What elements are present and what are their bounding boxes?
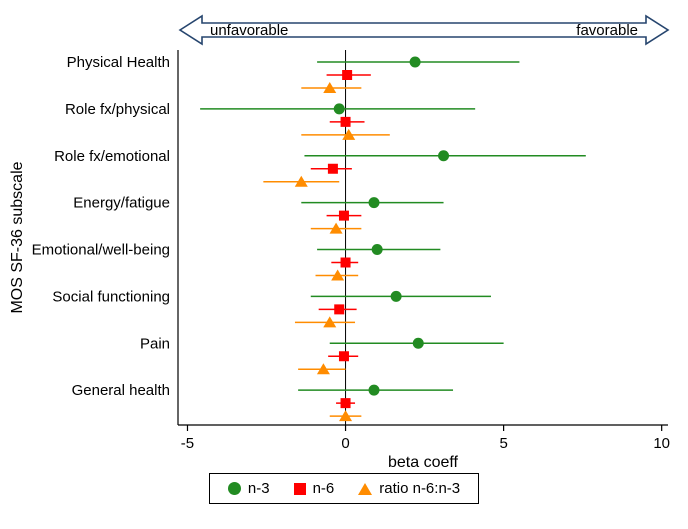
- legend-label-n3: n-3: [247, 480, 270, 497]
- y-axis-title: MOS SF-36 subscale: [9, 161, 26, 313]
- point-ratio: [316, 363, 330, 375]
- point-ratio: [323, 316, 337, 328]
- x-tick-label: 10: [653, 435, 670, 452]
- point-n3: [368, 197, 380, 209]
- point-ratio: [323, 82, 337, 93]
- point-ratio: [331, 269, 345, 281]
- ratio-triangle-icon: [358, 482, 373, 495]
- legend-item-ratio: ratio n-6:n-3: [358, 480, 460, 497]
- n6-square-icon: [293, 482, 306, 495]
- legend-label-ratio: ratio n-6:n-3: [379, 480, 461, 497]
- forest-plot-canvas: unfavorable favorable -5 0 5 10 beta coeff MOS …: [9, 14, 670, 471]
- x-tick-label: -5: [181, 435, 194, 452]
- category-label: Role fx/emotional: [54, 148, 170, 165]
- unfavorable-label: unfavorable: [210, 22, 288, 39]
- point-ratio: [339, 410, 353, 422]
- point-n3: [368, 384, 380, 396]
- point-n3: [390, 290, 402, 302]
- legend-label-n6: n-6: [312, 480, 335, 497]
- category-label: Energy/fatigue: [73, 195, 170, 212]
- point-n6: [340, 398, 351, 409]
- x-axis-title: beta coeff: [388, 454, 459, 470]
- n3-circle-icon: [227, 482, 241, 495]
- category-label: Pain: [140, 335, 170, 352]
- legend-item-n3: n-3: [227, 480, 270, 497]
- point-n3: [412, 337, 424, 349]
- point-n3: [333, 103, 345, 115]
- x-tick-label: 5: [499, 435, 507, 452]
- category-label: Social functioning: [52, 288, 170, 305]
- direction-arrow: [178, 14, 670, 46]
- point-n6: [340, 116, 351, 127]
- point-n6: [342, 70, 353, 80]
- category-label: Emotional/well-being: [32, 242, 170, 259]
- legend-box: n-3 n-6 ratio n-6:n-3: [208, 473, 480, 504]
- x-tick-label: 0: [341, 435, 349, 452]
- category-label: General health: [72, 382, 170, 399]
- point-ratio: [342, 128, 356, 140]
- point-n3: [438, 150, 450, 162]
- category-label: Physical Health: [67, 54, 170, 71]
- point-n3: [371, 244, 383, 255]
- legend: n-3 n-6 ratio n-6:n-3: [0, 473, 688, 504]
- point-ratio: [329, 222, 343, 234]
- point-n6: [338, 210, 349, 221]
- category-label: Role fx/physical: [65, 101, 170, 118]
- favorable-label: favorable: [576, 22, 638, 39]
- point-n6: [340, 257, 351, 268]
- point-n3: [409, 56, 421, 68]
- point-ratio: [294, 175, 308, 187]
- legend-item-n6: n-6: [293, 480, 335, 497]
- point-n6: [327, 163, 338, 174]
- point-n6: [338, 351, 349, 362]
- point-n6: [334, 304, 345, 315]
